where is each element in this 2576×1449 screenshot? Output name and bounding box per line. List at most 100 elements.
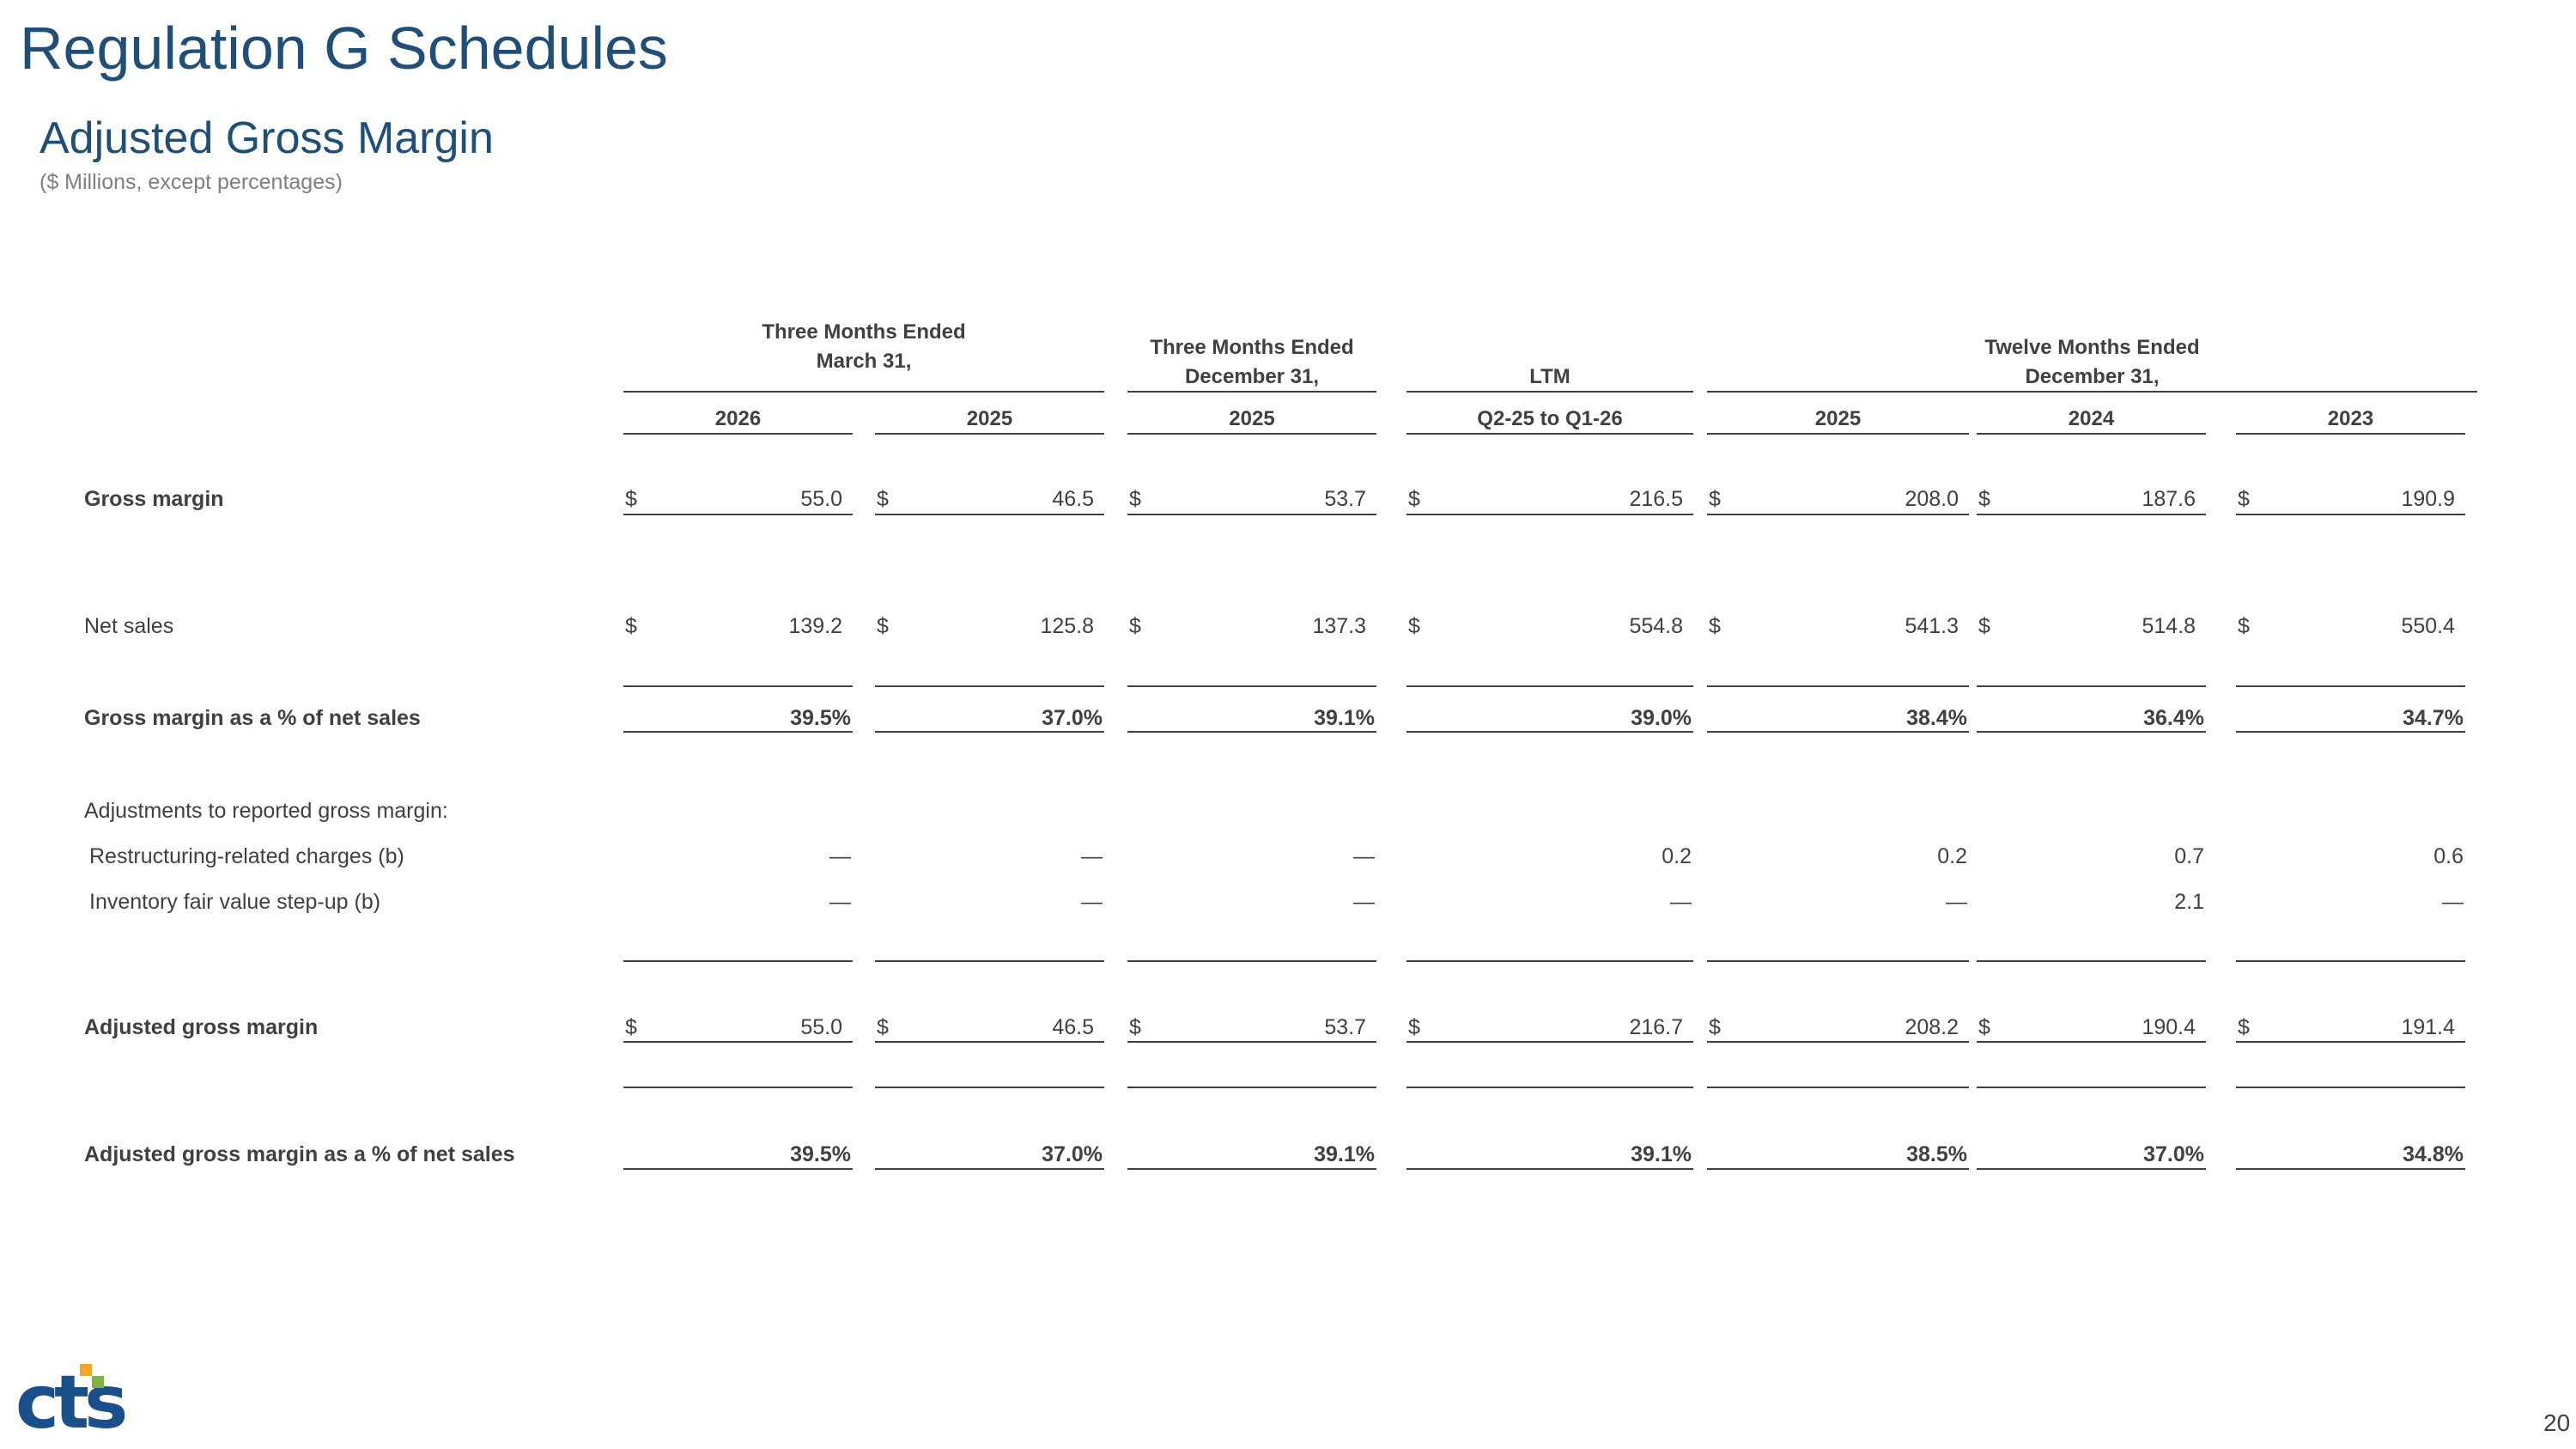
rule-line xyxy=(1977,1168,2206,1170)
group-underline xyxy=(1127,391,1376,393)
cell-value: — xyxy=(1081,890,1103,914)
cell-value: 0.2 xyxy=(1662,844,1692,868)
cell-value: 34.8% xyxy=(2403,1142,2464,1166)
cell-value: — xyxy=(2442,890,2464,914)
group-header-q1: Three Months Ended March 31, xyxy=(762,320,966,373)
logo-wordmark: cts xyxy=(15,1360,125,1436)
table-cell: 38.5% xyxy=(1707,1141,1969,1168)
cell-value: 208.2 xyxy=(1905,1015,1959,1039)
currency-symbol: $ xyxy=(625,1015,637,1039)
cell-value: 190.4 xyxy=(2142,1015,2196,1039)
rule-line xyxy=(623,1168,853,1170)
table-cell: $190.9 xyxy=(2236,485,2465,513)
cell-value: 36.4% xyxy=(2143,706,2204,730)
table-cell: $139.2 xyxy=(623,612,853,640)
rule-line xyxy=(1707,731,1969,733)
rule-line xyxy=(2236,731,2465,733)
table-cell: $125.8 xyxy=(875,612,1104,640)
rule-line xyxy=(2236,1168,2465,1170)
group-underline xyxy=(1406,391,1693,393)
cell-value: 39.1% xyxy=(1631,1142,1692,1166)
group-underline xyxy=(1707,391,2477,393)
row-label-gm-pct: Gross margin as a % of net sales xyxy=(84,706,421,730)
row-label-restructuring: Restructuring-related charges (b) xyxy=(89,844,404,868)
currency-symbol: $ xyxy=(877,614,889,638)
rule-line xyxy=(1977,685,2206,687)
rule-line xyxy=(1707,1168,1969,1170)
table-cell: — xyxy=(623,843,853,870)
rule-line xyxy=(1707,1041,1969,1043)
currency-symbol: $ xyxy=(2238,614,2250,638)
table-cell: 39.1% xyxy=(1127,1141,1376,1168)
section-title: Adjusted Gross Margin xyxy=(39,113,494,163)
column-header: 2025 xyxy=(1229,407,1275,430)
cell-value: 46.5 xyxy=(1052,1015,1094,1039)
cell-value: 34.7% xyxy=(2403,706,2464,730)
currency-symbol: $ xyxy=(1129,1015,1141,1039)
currency-symbol: $ xyxy=(625,487,637,511)
table-cell: — xyxy=(1127,888,1376,916)
rule-line xyxy=(2236,685,2465,687)
rule-line xyxy=(1406,960,1693,962)
currency-symbol: $ xyxy=(1408,487,1420,511)
table-cell: 34.8% xyxy=(2236,1141,2465,1168)
table-cell: 38.4% xyxy=(1707,704,1969,732)
rule-line xyxy=(623,960,853,962)
row-label-gross-margin: Gross margin xyxy=(84,487,224,511)
column-header: 2023 xyxy=(2327,407,2374,430)
rule-line xyxy=(1977,1087,2206,1088)
rule-line xyxy=(875,685,1104,687)
column-header: 2026 xyxy=(714,407,762,430)
table-cell: $541.3 xyxy=(1707,612,1969,640)
cell-value: 187.6 xyxy=(2142,487,2196,511)
cell-value: 53.7 xyxy=(1324,1015,1366,1039)
rule-line xyxy=(1707,514,1969,515)
table-cell: 39.0% xyxy=(1406,704,1693,732)
cell-value: 550.4 xyxy=(2401,614,2455,638)
column-header: Q2-25 to Q1-26 xyxy=(1477,407,1623,430)
rule-line xyxy=(875,1168,1104,1170)
table-cell: 39.5% xyxy=(623,704,853,732)
cell-value: — xyxy=(1946,890,1967,914)
page-title: Regulation G Schedules xyxy=(20,15,668,82)
currency-symbol: $ xyxy=(1978,1015,1990,1039)
cell-value: 2.1 xyxy=(2174,890,2204,914)
cell-value: 39.5% xyxy=(790,706,851,730)
rule-line xyxy=(1127,685,1376,687)
logo-orange-square xyxy=(80,1364,92,1376)
table-cell: — xyxy=(1127,843,1376,870)
column-underline xyxy=(1406,433,1693,435)
rule-line xyxy=(623,685,853,687)
rule-line xyxy=(1127,1168,1376,1170)
rule-line xyxy=(1406,514,1693,515)
table-cell: 39.5% xyxy=(623,1141,853,1168)
cell-value: 191.4 xyxy=(2401,1015,2455,1039)
cell-value: 39.1% xyxy=(1314,706,1375,730)
cts-logo: cts xyxy=(15,1360,131,1436)
table-cell: $53.7 xyxy=(1127,1014,1376,1041)
cell-value: — xyxy=(1353,844,1375,868)
rule-line xyxy=(875,1087,1104,1088)
cell-value: 38.5% xyxy=(1906,1142,1967,1166)
cell-value: — xyxy=(1353,890,1375,914)
currency-symbol: $ xyxy=(1408,1015,1420,1039)
table-cell: $208.0 xyxy=(1707,485,1969,513)
cell-value: — xyxy=(1670,890,1692,914)
group-underline xyxy=(623,391,1104,393)
table-cell: $55.0 xyxy=(623,485,853,513)
rule-line xyxy=(1127,1041,1376,1043)
currency-symbol: $ xyxy=(1978,614,1990,638)
currency-symbol: $ xyxy=(877,487,889,511)
table-cell: $191.4 xyxy=(2236,1014,2465,1041)
row-label-net-sales: Net sales xyxy=(84,614,174,638)
cell-value: 37.0% xyxy=(2143,1142,2204,1166)
currency-symbol: $ xyxy=(1408,614,1420,638)
cell-value: 0.2 xyxy=(1937,844,1967,868)
column-underline xyxy=(1127,433,1376,435)
logo-green-square xyxy=(92,1376,104,1388)
rule-line xyxy=(1977,731,2206,733)
cell-value: 190.9 xyxy=(2401,487,2455,511)
currency-symbol: $ xyxy=(2238,487,2250,511)
table-cell: $208.2 xyxy=(1707,1014,1969,1041)
cell-value: 139.2 xyxy=(788,614,842,638)
